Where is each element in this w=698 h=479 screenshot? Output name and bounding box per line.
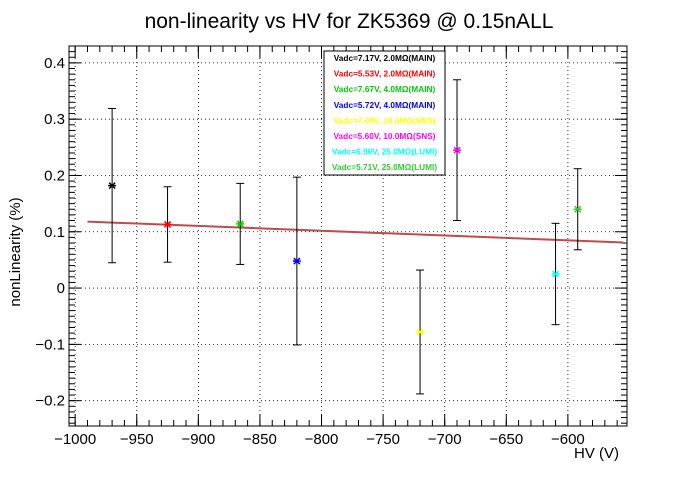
x-tick-label: −1000 bbox=[54, 431, 96, 448]
data-point-7 bbox=[551, 222, 560, 326]
legend-entry-2: Vadc=5.53V, 2.0MΩ(MAIN) bbox=[334, 69, 436, 79]
data-point-2 bbox=[163, 186, 172, 263]
fit-line bbox=[87, 220, 624, 244]
data-point-4 bbox=[292, 176, 301, 346]
data-point-6 bbox=[453, 79, 462, 222]
legend-entry-5: Vadc=7.09V, 10.0MΩ(SNS) bbox=[333, 115, 435, 125]
x-tick-labels: −1000 −950 −900 −850 −800 −750 −700 −650 −600 bbox=[54, 431, 585, 448]
y-tick-label: 0.3 bbox=[44, 111, 65, 128]
x-tick-label: −750 bbox=[366, 431, 400, 448]
x-tick-label: −600 bbox=[551, 431, 585, 448]
legend-entry-4: Vadc=5.72V, 4.0MΩ(MAIN) bbox=[334, 100, 436, 110]
y-tick-label: −0.2 bbox=[35, 393, 65, 410]
legend-entry-6: Vadc=5.60V, 10.0MΩ(SNS) bbox=[333, 131, 435, 141]
legend-box bbox=[323, 50, 446, 176]
y-tick-label: −0.1 bbox=[35, 336, 65, 353]
fit-line-group bbox=[87, 220, 624, 244]
legend-entry-7: Vadc=6.90V, 25.0MΩ(LUMI) bbox=[332, 147, 437, 157]
y-tick-label: 0.2 bbox=[44, 167, 65, 184]
y-tick-label: 0.1 bbox=[44, 224, 65, 241]
data-points bbox=[108, 79, 582, 395]
data-point-5 bbox=[416, 269, 425, 395]
y-tick-labels: −0.2 −0.1 0 0.1 0.2 0.3 0.4 bbox=[35, 55, 65, 410]
legend-entries: Vadc=7.17V, 2.0MΩ(MAIN) Vadc=5.53V, 2.0MΩ… bbox=[332, 53, 437, 172]
chart-title: non-linearity vs HV for ZK5369 @ 0.15nAL… bbox=[145, 10, 554, 33]
x-tick-label: −850 bbox=[243, 431, 277, 448]
legend: Vadc=7.17V, 2.0MΩ(MAIN) Vadc=5.53V, 2.0MΩ… bbox=[323, 50, 446, 176]
plot-frame bbox=[68, 45, 628, 427]
y-tick-label: 0 bbox=[57, 280, 65, 297]
x-tick-label: −700 bbox=[428, 431, 462, 448]
x-tick-label: −800 bbox=[305, 431, 339, 448]
legend-entry-1: Vadc=7.17V, 2.0MΩ(MAIN) bbox=[334, 53, 436, 63]
legend-entry-3: Vadc=7.67V, 4.0MΩ(MAIN) bbox=[334, 84, 436, 94]
data-point-1 bbox=[108, 107, 117, 264]
x-axis-label: HV (V) bbox=[574, 445, 619, 462]
y-tick-label: 0.4 bbox=[44, 55, 65, 72]
grid-lines bbox=[69, 46, 627, 426]
legend-entry-8: Vadc=5.71V, 25.0MΩ(LUMI) bbox=[332, 162, 437, 172]
x-tick-label: −950 bbox=[120, 431, 154, 448]
x-tick-label: −900 bbox=[181, 431, 215, 448]
data-point-8 bbox=[573, 168, 582, 251]
y-axis-label: nonLinearity (%) bbox=[7, 197, 24, 306]
data-point-3 bbox=[236, 182, 245, 265]
x-tick-label: −650 bbox=[489, 431, 523, 448]
